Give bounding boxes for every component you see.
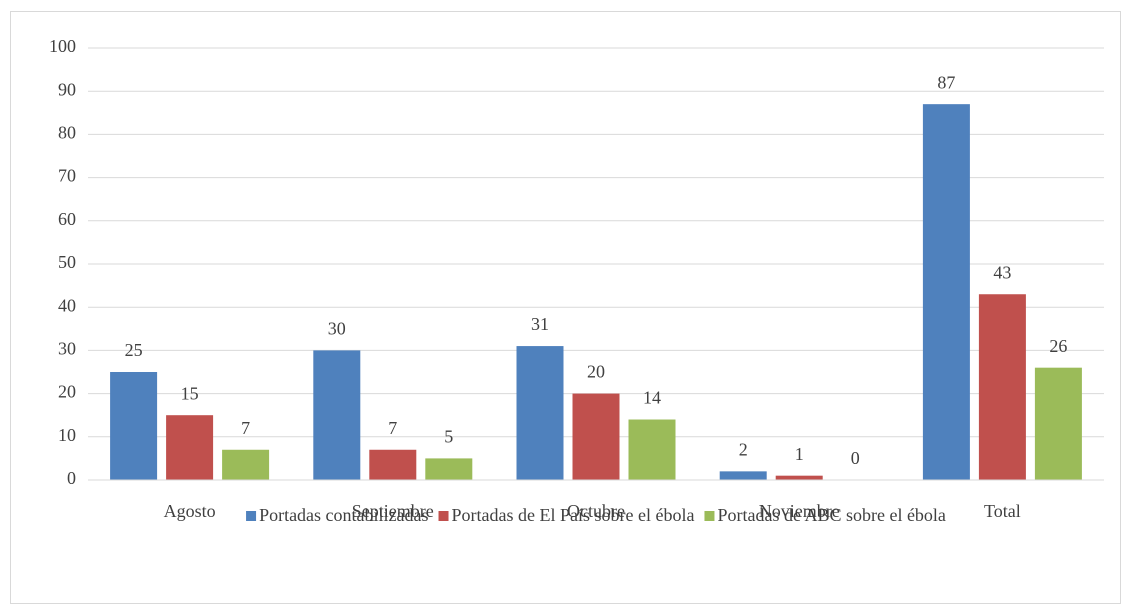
- data-label: 14: [643, 388, 661, 408]
- bar: [628, 419, 676, 480]
- legend-swatch: [438, 511, 449, 521]
- bar: [222, 449, 270, 480]
- data-label: 43: [993, 262, 1011, 282]
- y-tick-label: 30: [58, 339, 76, 359]
- x-tick-label: Noviembre: [759, 501, 840, 521]
- bar: [516, 346, 564, 480]
- y-tick-label: 10: [58, 425, 76, 445]
- y-tick-label: 40: [58, 295, 76, 315]
- legend-label: Portadas de ABC sobre el ébola: [717, 505, 945, 525]
- bar: [166, 415, 214, 480]
- x-tick-label: Agosto: [164, 501, 216, 521]
- data-label: 1: [795, 444, 804, 464]
- bar: [369, 449, 417, 480]
- bar: [572, 393, 620, 480]
- data-label: 87: [937, 72, 955, 92]
- y-tick-label: 50: [58, 252, 76, 272]
- legend-label: Portadas de El País sobre el ébola: [452, 505, 695, 525]
- legend-swatch: [246, 511, 257, 521]
- data-label: 0: [851, 448, 860, 468]
- bar: [110, 372, 158, 480]
- legend-swatch: [704, 511, 715, 521]
- bar: [313, 350, 361, 480]
- data-label: 25: [125, 340, 143, 360]
- data-label: 26: [1049, 336, 1067, 356]
- data-label: 2: [739, 439, 748, 459]
- bar: [775, 475, 823, 480]
- bar: [978, 294, 1026, 480]
- data-label: 7: [388, 418, 397, 438]
- bar: [425, 458, 473, 480]
- y-tick-label: 80: [58, 123, 76, 143]
- data-label: 15: [181, 383, 199, 403]
- bar: [719, 471, 767, 480]
- y-tick-label: 100: [49, 36, 76, 56]
- x-tick-label: Total: [984, 501, 1021, 521]
- y-tick-label: 60: [58, 209, 76, 229]
- data-label: 30: [328, 319, 346, 339]
- data-label: 20: [587, 362, 605, 382]
- x-tick-label: Septiembre: [352, 501, 434, 521]
- y-tick-label: 70: [58, 166, 76, 186]
- data-label: 5: [444, 427, 453, 447]
- x-tick-label: Octubre: [567, 501, 625, 521]
- data-label: 7: [241, 418, 250, 438]
- bar: [922, 104, 970, 480]
- y-tick-label: 90: [58, 79, 76, 99]
- y-tick-label: 20: [58, 382, 76, 402]
- y-tick-label: 0: [67, 468, 76, 488]
- data-label: 31: [531, 314, 549, 334]
- bar: [1034, 367, 1082, 480]
- legend-label: Portadas contabilizadas: [259, 505, 428, 525]
